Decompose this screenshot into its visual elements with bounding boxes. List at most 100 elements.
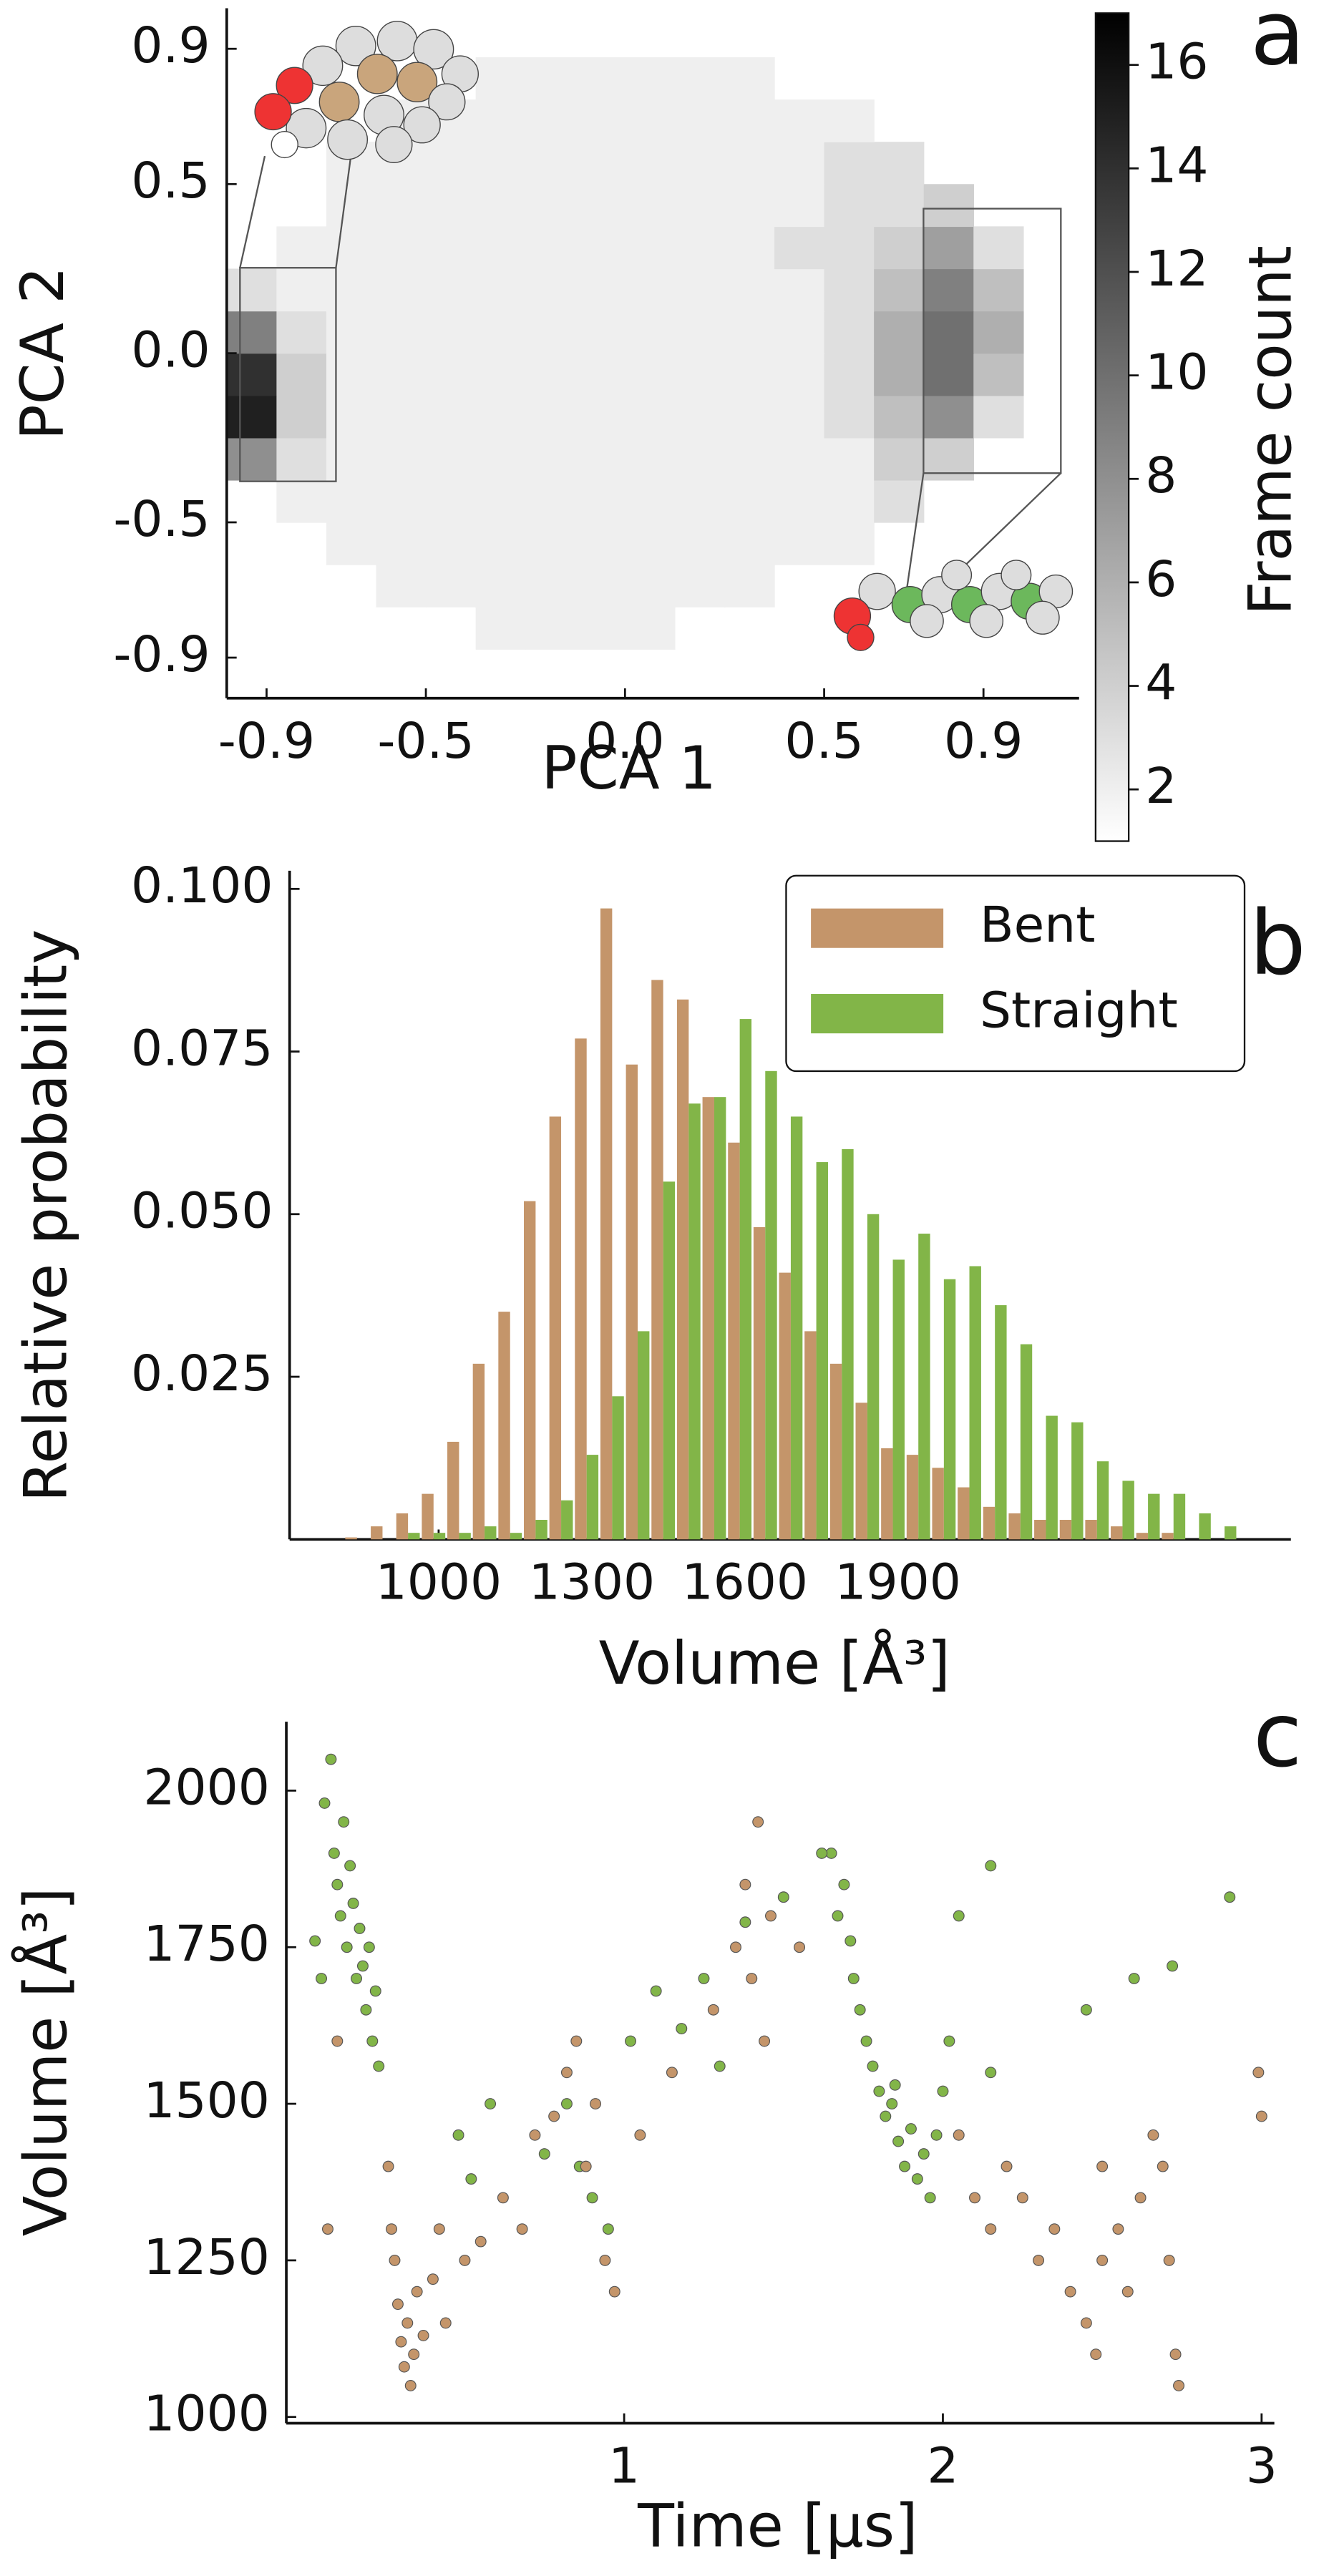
heat-cell (824, 57, 875, 100)
bar (855, 1402, 867, 1540)
bar (1225, 1526, 1237, 1540)
heat-cell (525, 57, 576, 100)
heat-cell (724, 479, 775, 523)
scatter-point (529, 2129, 541, 2141)
heat-cell (824, 395, 875, 439)
heat-cell (625, 311, 676, 354)
heat-cell (276, 226, 327, 270)
bar (790, 1116, 803, 1540)
scatter-point (937, 2085, 949, 2097)
heat-cell (874, 437, 925, 481)
heat-cell (276, 522, 326, 565)
heat-cell (724, 226, 775, 270)
heat-cell (575, 607, 626, 650)
heat-cell (923, 184, 974, 228)
heat-cell (674, 99, 726, 142)
scatter-point (354, 1923, 366, 1934)
bar (1136, 1533, 1149, 1540)
scatter-point (739, 1878, 751, 1890)
heat-cell (575, 565, 626, 608)
colorbar-tick-label: 8 (1145, 447, 1177, 504)
scatter-point (1096, 2254, 1109, 2266)
heat-cell (625, 142, 676, 185)
y-tick-label: 0.100 (131, 857, 273, 914)
bar (676, 999, 689, 1540)
heat-cell (426, 268, 477, 312)
heat-cell (426, 437, 477, 481)
heat-cell (475, 353, 526, 396)
legend-label: Bent (980, 897, 1095, 954)
heat-cell (923, 311, 974, 354)
scatter-point (1169, 2348, 1182, 2361)
bar (1071, 1422, 1084, 1540)
heat-cell (276, 437, 327, 481)
heat-cell (724, 142, 775, 185)
scatter-point (1121, 2285, 1134, 2298)
bar (804, 1331, 817, 1540)
bar (1199, 1513, 1211, 1540)
heat-cell (226, 311, 278, 354)
scatter-point (650, 1985, 662, 1997)
heat-cell (376, 522, 427, 565)
scatter-point (1001, 2160, 1013, 2172)
scatter-point (707, 2004, 719, 2016)
heat-cell (376, 311, 427, 354)
heat-cell (475, 99, 526, 142)
inset-line (335, 155, 352, 268)
bar (575, 1038, 587, 1540)
heat-cell (426, 607, 476, 650)
x-tick-label: 0.0 (585, 713, 664, 770)
heat-cell (575, 226, 626, 270)
heat-cell (973, 438, 1023, 481)
scatter-point (911, 2173, 923, 2185)
heat-cell (326, 565, 376, 608)
inset-line (906, 473, 925, 589)
heat-cell (227, 649, 277, 692)
bar (918, 1234, 930, 1540)
scatter-point (838, 1878, 850, 1890)
bar (485, 1526, 497, 1540)
heat-cell (973, 57, 1023, 100)
scatter-point (382, 2160, 394, 2172)
scatter-point (427, 2273, 439, 2285)
scatter-point (360, 2004, 372, 2016)
heat-cell (824, 268, 875, 312)
bar (651, 980, 663, 1540)
scatter-point (1173, 2380, 1185, 2391)
x-tick-label: -0.5 (377, 713, 474, 770)
y-tick-label: 0.9 (131, 17, 210, 74)
heat-cell (874, 184, 925, 228)
heat-cell (774, 142, 825, 185)
heat-cell (973, 311, 1024, 354)
scatter-point (886, 2098, 898, 2109)
heat-cell (973, 522, 1023, 565)
heat-cell (575, 99, 626, 142)
x-tick-label: 1 (608, 2438, 640, 2495)
heat-cell (724, 184, 775, 228)
scatter-point (321, 2223, 334, 2235)
heat-cell (824, 479, 875, 523)
heat-cell (724, 311, 775, 354)
heat-cell (475, 268, 526, 312)
heat-cell (973, 353, 1024, 396)
heat-cell (475, 226, 526, 270)
heat-cell (376, 437, 427, 481)
scatter-point (832, 1910, 844, 1922)
heat-cell (326, 184, 377, 228)
scatter-point (331, 1878, 344, 1890)
bar (765, 1070, 777, 1540)
scatter-point (1167, 1960, 1179, 1972)
heat-cell (525, 607, 576, 650)
bar (983, 1506, 996, 1540)
scatter-point (328, 1848, 340, 1859)
bar (1085, 1520, 1097, 1540)
scatter-point (1112, 2223, 1124, 2235)
scatter-point (351, 1973, 363, 1984)
heat-cell (724, 15, 774, 58)
heat-cell (525, 311, 576, 354)
heat-cell (575, 522, 626, 565)
x-tick-label: 1900 (834, 1554, 961, 1611)
heat-cell (227, 607, 277, 650)
heat-cell (724, 99, 775, 142)
y-tick-label: -0.5 (113, 491, 210, 548)
